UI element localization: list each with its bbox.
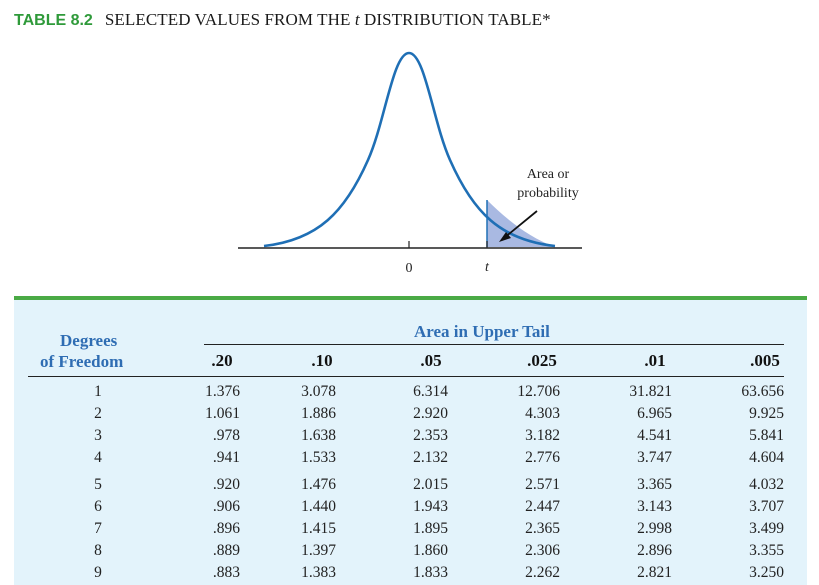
t-value-cell: 2.353 xyxy=(413,427,448,444)
column-header-1: .10 xyxy=(311,351,333,370)
row-header-line-2: of Freedom xyxy=(40,352,124,371)
t-value-cell: 12.706 xyxy=(517,383,560,400)
t-value-cell: .883 xyxy=(212,564,240,581)
t-value-cell: 1.638 xyxy=(301,427,336,444)
column-header-rule xyxy=(28,376,784,377)
t-value-cell: .889 xyxy=(212,542,240,559)
group-header-rule xyxy=(204,344,784,345)
t-table-panel: Degrees of Freedom Area in Upper Tail .2… xyxy=(14,300,807,585)
t-value-cell: 3.143 xyxy=(637,498,672,515)
t-value-cell: 2.821 xyxy=(637,564,672,581)
annotation-arrow-head xyxy=(499,232,511,242)
t-value-cell: 4.541 xyxy=(637,427,672,444)
t-value-cell: 4.604 xyxy=(749,449,784,466)
column-header-4: .01 xyxy=(644,351,666,370)
column-header-5: .005 xyxy=(750,351,780,370)
t-value-cell: 2.015 xyxy=(413,476,448,493)
annotation-line-1: Area or xyxy=(527,167,570,182)
table-title-prefix: SELECTED VALUES FROM THE xyxy=(104,10,355,29)
t-value-cell: 1.943 xyxy=(413,498,448,515)
column-header-0: .20 xyxy=(211,351,233,370)
t-value-cell: 2.776 xyxy=(525,449,560,466)
t-value-cell: 1.415 xyxy=(301,520,336,537)
t-value-cell: 4.032 xyxy=(749,476,784,493)
degrees-of-freedom-cell: 9 xyxy=(94,564,102,581)
t-value-cell: 3.250 xyxy=(749,564,784,581)
section-divider-rule xyxy=(14,296,807,300)
t-value-cell: 1.533 xyxy=(301,449,336,466)
t-value-cell: 2.571 xyxy=(525,476,560,493)
t-value-cell: 2.262 xyxy=(525,564,560,581)
distribution-curve xyxy=(263,51,556,248)
zero-tick-label: 0 xyxy=(406,261,413,276)
t-value-cell: 2.306 xyxy=(525,542,560,559)
degrees-of-freedom-cell: 1 xyxy=(94,383,102,400)
table-title: SELECTED VALUES FROM THE t DISTRIBUTION … xyxy=(105,10,551,29)
t-value-cell: 63.656 xyxy=(741,383,784,400)
t-distribution-figure: 0 t Area or probability xyxy=(238,51,582,276)
t-value-cell: 2.998 xyxy=(637,520,672,537)
t-value-cell: .941 xyxy=(212,449,240,466)
t-value-cell: 1.860 xyxy=(413,542,448,559)
t-value-cell: 2.132 xyxy=(413,449,448,466)
degrees-of-freedom-cell: 7 xyxy=(94,520,102,537)
t-value-cell: 1.476 xyxy=(301,476,336,493)
t-value-cell: .906 xyxy=(212,498,240,515)
row-header-line-1: Degrees xyxy=(60,331,118,350)
column-header-2: .05 xyxy=(420,351,442,370)
t-value-cell: 1.061 xyxy=(205,405,240,422)
table-title-row: TABLE 8.2 SELECTED VALUES FROM THE t DIST… xyxy=(14,10,551,34)
t-value-cell: 1.886 xyxy=(301,405,336,422)
t-value-cell: 2.896 xyxy=(637,542,672,559)
t-value-cell: 1.383 xyxy=(301,564,336,581)
degrees-of-freedom-cell: 6 xyxy=(94,498,102,515)
t-value-cell: 1.895 xyxy=(413,520,448,537)
t-value-cell: 2.447 xyxy=(525,498,560,515)
t-value-cell: .896 xyxy=(212,520,240,537)
table-number-label: TABLE 8.2 xyxy=(14,12,93,29)
t-value-cell: 3.078 xyxy=(301,383,336,400)
t-value-cell: 1.833 xyxy=(413,564,448,581)
table-title-suffix: DISTRIBUTION TABLE* xyxy=(359,10,551,29)
t-value-cell: 3.365 xyxy=(637,476,672,493)
t-value-cell: 2.365 xyxy=(525,520,560,537)
t-value-cell: 1.397 xyxy=(301,542,336,559)
t-value-cell: 4.303 xyxy=(525,405,560,422)
t-value-cell: 3.182 xyxy=(525,427,560,444)
table-title-italic-t: t xyxy=(354,10,360,29)
t-value-cell: 3.355 xyxy=(749,542,784,559)
t-tick-label: t xyxy=(485,260,490,275)
degrees-of-freedom-cell: 4 xyxy=(94,449,102,466)
t-value-cell: 6.314 xyxy=(413,383,448,400)
degrees-of-freedom-cell: 8 xyxy=(94,542,102,559)
t-value-cell: 5.841 xyxy=(749,427,784,444)
t-value-cell: .920 xyxy=(212,476,240,493)
t-value-cell: .978 xyxy=(212,427,240,444)
degrees-of-freedom-cell: 3 xyxy=(94,427,102,444)
t-value-cell: 3.707 xyxy=(749,498,784,515)
t-value-cell: 3.499 xyxy=(749,520,784,537)
degrees-of-freedom-cell: 5 xyxy=(94,476,102,493)
degrees-of-freedom-cell: 2 xyxy=(94,405,102,422)
area-in-upper-tail-header: Area in Upper Tail xyxy=(414,322,550,341)
t-value-cell: 9.925 xyxy=(749,405,784,422)
t-value-cell: 2.920 xyxy=(413,405,448,422)
annotation-line-2: probability xyxy=(517,186,578,201)
t-value-cell: 1.376 xyxy=(205,383,240,400)
t-value-cell: 31.821 xyxy=(629,383,672,400)
column-header-3: .025 xyxy=(527,351,557,370)
annotation-arrow-shaft xyxy=(503,210,538,239)
t-value-cell: 6.965 xyxy=(637,405,672,422)
t-value-cell: 1.440 xyxy=(301,498,336,515)
t-value-cell: 3.747 xyxy=(637,449,672,466)
